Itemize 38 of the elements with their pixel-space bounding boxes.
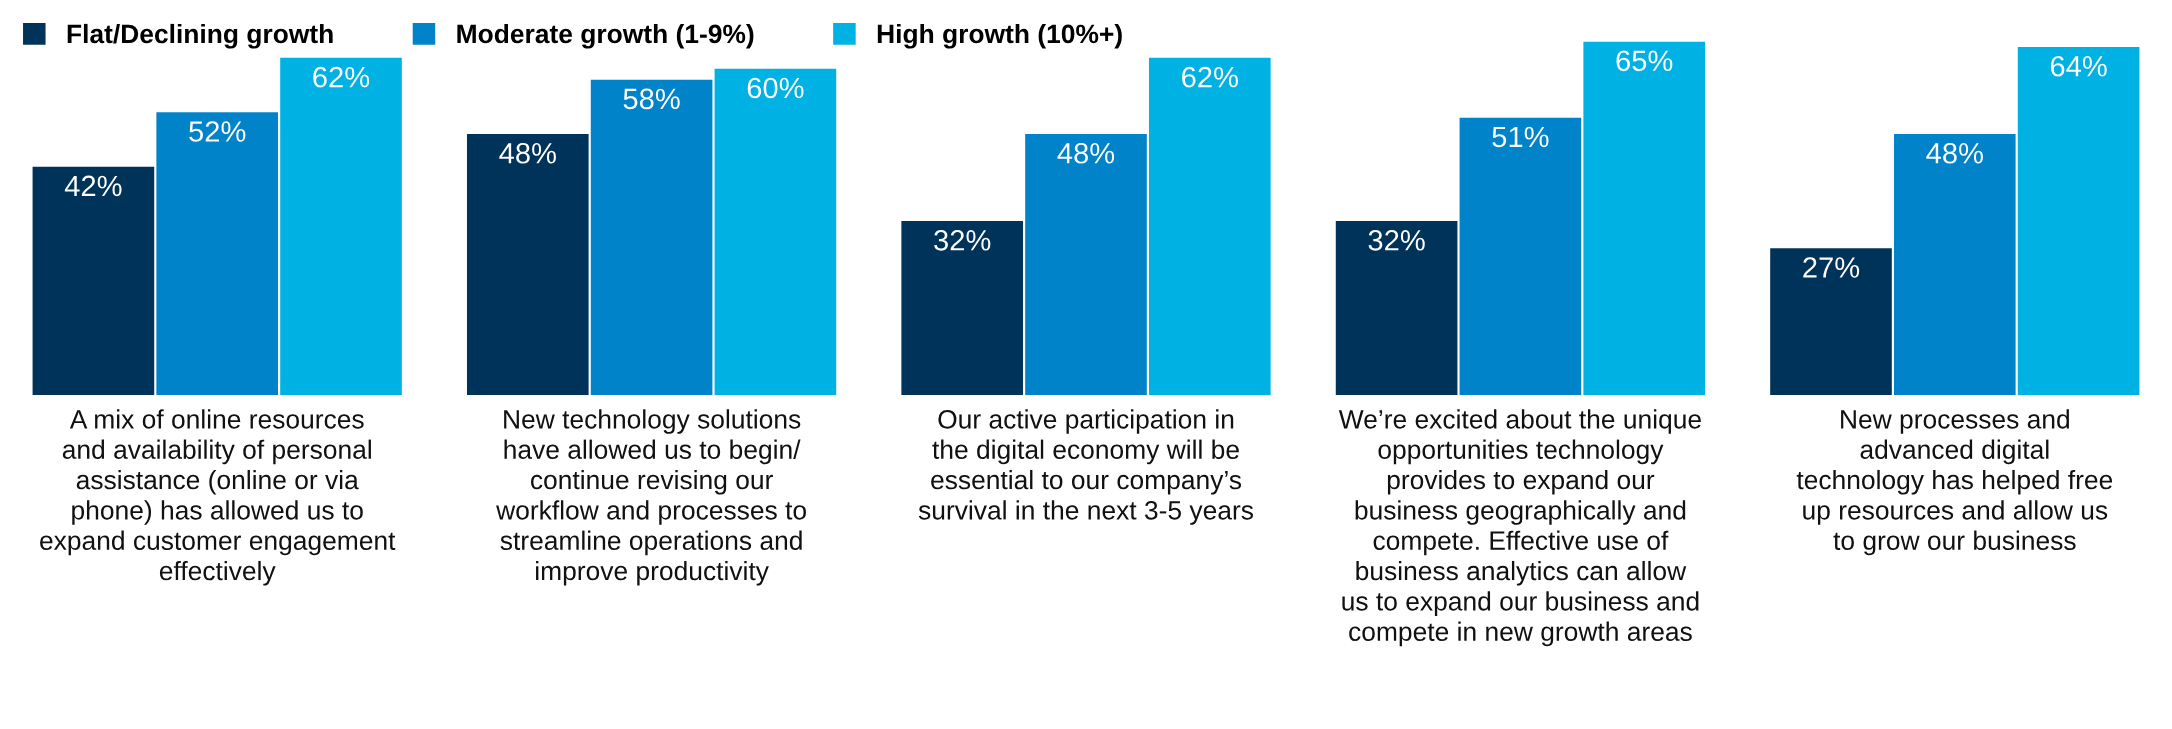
bar [2017,46,2140,396]
bar [466,134,589,396]
x-tick-label: New technology solutions have allowed us to begin/ continue revising our workflow and processes to streamline operations and improve productivity [496,409,806,586]
bar [714,68,837,396]
legend-label: High growth (10%+) [877,23,1122,49]
bar [1770,248,1892,396]
data-label: 48% [499,142,556,164]
data-label: 64% [2050,55,2107,77]
data-label: 65% [1616,50,1673,72]
x-tick-label: A mix of online resources and availability of personal assistance (online or via phone) has allowed us to expand customer engagement effectively [40,409,396,586]
data-label: 60% [747,77,804,99]
bar [590,79,713,396]
x-tick-label: We’re excited about the unique opportunities technology provides to expand our business geographically and compete. Effective use of business analytics can allow us to expand our business and compete in new growth areas [1338,409,1701,647]
data-label: 62% [1182,66,1238,88]
data-label: 32% [934,229,991,251]
bar [1583,41,1706,396]
bar [1335,221,1458,396]
x-tick-label: Our active participation in the digital economy will be essential to our company’s survival in the next 3-5 years [918,409,1253,525]
bar [280,57,402,396]
bar [1148,57,1271,396]
bar [1893,134,2016,396]
data-label: 32% [1368,229,1425,251]
data-label: 52% [189,121,246,142]
bar [901,221,1024,396]
bar [1025,134,1147,396]
bar [32,166,155,396]
x-tick-label: New processes and advanced digital technology has helped free up resources and allow us to grow our business [1796,409,2113,556]
data-label: 62% [313,66,370,88]
bar [156,112,279,396]
legend-label: Flat/Declining growth [67,23,333,49]
data-label: 48% [1057,142,1115,164]
data-label: 27% [1803,257,1860,278]
data-label: 42% [64,175,122,197]
data-label: 51% [1492,126,1549,148]
legend-label: Moderate growth (1-9%) [457,23,754,49]
data-label: 58% [623,88,680,110]
data-label: 48% [1926,142,1983,164]
bar [1459,117,1582,396]
